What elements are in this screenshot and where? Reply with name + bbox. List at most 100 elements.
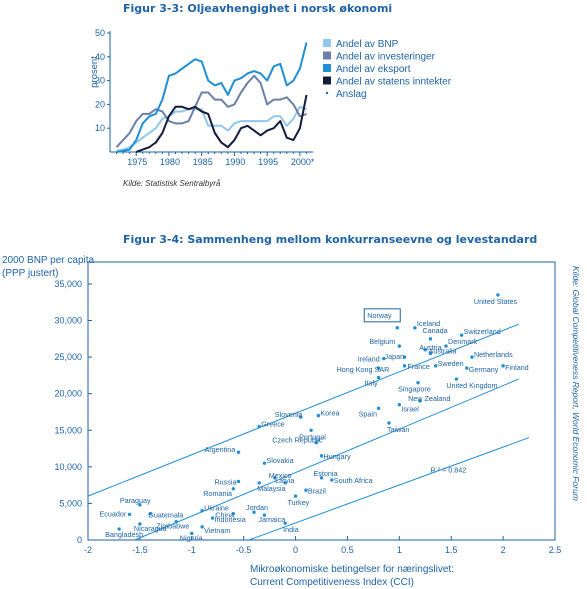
chart2-point (174, 520, 178, 524)
chart2-point (319, 454, 324, 458)
chart2-trend-line-2 (248, 437, 530, 541)
chart2-point (459, 333, 464, 337)
chart1-legend-swatch (323, 51, 331, 60)
chart2-point-label: Russia (214, 477, 236, 486)
chart2-point (496, 293, 500, 297)
chart2-point (257, 481, 261, 485)
chart2-point (309, 428, 313, 432)
chart2-x-tick-label: -1 (188, 545, 196, 555)
chart2-plot-frame (87, 261, 556, 541)
chart1-plot: prosent 10 20 30 40 50 1975 1980 1985 1990 1995 200… (89, 28, 452, 167)
chart1-x-tick-label: 2000* (291, 157, 315, 167)
chart2-point-label: United States (474, 297, 518, 306)
chart1-y-tick-label: 40 (95, 52, 105, 62)
chart2-ylabel-line1: 2000 BNP per capita (2, 255, 95, 266)
chart2-point-label: Switzerland (464, 327, 501, 336)
chart2-point-label: Romania (203, 489, 232, 498)
chart2-x-tick-label: 1.5 (445, 545, 458, 555)
chart2-point (376, 366, 381, 370)
chart2-point (395, 326, 399, 330)
chart2-y-tick-label: 30,000 (54, 316, 82, 326)
chart2-point (397, 344, 402, 348)
chart1-y-tick-label: 50 (95, 28, 105, 38)
chart2-point (465, 366, 469, 370)
chart2-point-label: Brazil (308, 486, 326, 495)
chart2-plot: -2 -1.5 -1 -0.5 0 0.5 1 1.5 2 2.5 0 5,000 10,000 15,0… (54, 261, 562, 555)
chart2-point-label: Nigeria (180, 533, 203, 542)
chart1-legend-swatch (323, 39, 331, 47)
chart1-x-tick-label: 1985 (193, 157, 213, 167)
chart2-point (454, 377, 459, 381)
chart2-point-label: Hungary (324, 452, 352, 461)
chart1-legend-swatch (323, 64, 331, 72)
chart1-series-line-3 (135, 94, 308, 153)
chart1-legend-label: Andel av eksport (336, 64, 411, 75)
chart2-point-label: Bangladesh (105, 530, 143, 539)
chart2-point (387, 421, 391, 425)
chart1-x-tick-label: 1975 (127, 157, 147, 167)
chart2-xlabel-line2: Current Competitiveness Index (CCI) (250, 577, 414, 588)
chart2-y-tick-label: 35,000 (54, 279, 82, 289)
chart2-point (418, 399, 422, 403)
chart2-point-label: Argentina (204, 445, 235, 454)
chart1-y-tick-label: 10 (95, 123, 105, 133)
chart2-point (376, 375, 381, 380)
chart2-point (293, 494, 298, 498)
chart2-point-label: United Kingdom (446, 381, 497, 390)
chart2-y-tick-label: 0 (77, 535, 82, 545)
chart2-point (148, 511, 152, 516)
chart2-x-tick-label: 1 (397, 545, 402, 555)
chart2-point (376, 406, 381, 411)
chart2-title: Figur 3-4: Sammenheng mellom konkurranse… (123, 233, 537, 246)
chart2-point-label: Norway (367, 311, 392, 320)
chart1-y-tick-label: 20 (95, 99, 105, 109)
chart2-point-label: Ukraine (204, 504, 229, 513)
chart2-point-label: France (408, 362, 430, 371)
chart2-x-tick-label: 2.5 (549, 545, 562, 555)
chart2-point-label: Nicaragua (134, 524, 167, 533)
chart2-point-label: Taiwan (387, 425, 409, 434)
chart1-y-tick-label: 30 (95, 76, 105, 86)
chart2-source-side: Kilde: Global Competitiveness Report, Wo… (571, 266, 581, 501)
chart2-point-label: Greece (261, 420, 285, 429)
chart2-r2-annotation: R ² = 0.842 (430, 466, 466, 475)
chart2-point-label: Latvia (275, 476, 294, 485)
chart2-point-label: Korea (320, 409, 339, 418)
chart2-x-tick-label: -0.5 (236, 545, 252, 555)
chart2-point (273, 476, 277, 480)
chart2-point-label: Paraguay (120, 496, 151, 505)
chart2-point (262, 513, 267, 517)
chart2-point (200, 509, 204, 513)
chart2-point-label: Vietnam (204, 526, 230, 535)
chart2-point (316, 413, 321, 418)
chart1-series-line-1 (115, 74, 307, 148)
chart2-point-label: Portugal (299, 432, 326, 441)
chart2-point (319, 476, 324, 480)
chart2-point (314, 441, 319, 445)
chart2-point-label: South Africa (334, 476, 373, 485)
chart1-x-tick-label: 1980 (160, 157, 180, 167)
chart2-x-tick-label: 0 (293, 545, 298, 555)
chart2-point-label: New Zealand (408, 394, 450, 403)
chart2-trend-line-1 (134, 378, 519, 541)
chart2-point-label: Indonesia (215, 515, 246, 524)
chart2-point-label: Czech Republic (272, 436, 323, 445)
chart1-legend-label: Andel av investeringer (336, 52, 436, 63)
chart2-point-label: Sweden (438, 359, 464, 368)
chart2-point-label: Netherlands (474, 350, 513, 359)
chart1-title: Figur 3-3: Oljeavhengighet i norsk økono… (123, 2, 392, 15)
chart2-point-label: Mexico (269, 471, 292, 480)
chart2-point-label: Belgium (369, 337, 395, 346)
chart2-y-tick-label: 10,000 (54, 462, 82, 472)
chart2-point (236, 479, 241, 484)
chart2-point (200, 525, 204, 529)
chart2-point (501, 364, 505, 368)
chart1-series-line-2 (116, 42, 308, 153)
chart2-trend-line-0 (87, 323, 519, 497)
chart2-point-label: Slovakia (266, 456, 293, 465)
chart2-point (470, 355, 474, 359)
chart2-point (382, 356, 386, 361)
chart1-legend-dot (325, 91, 329, 95)
chart2-point-label: Jamaica (258, 515, 285, 524)
chart2-point-label: Denmark (448, 337, 478, 346)
